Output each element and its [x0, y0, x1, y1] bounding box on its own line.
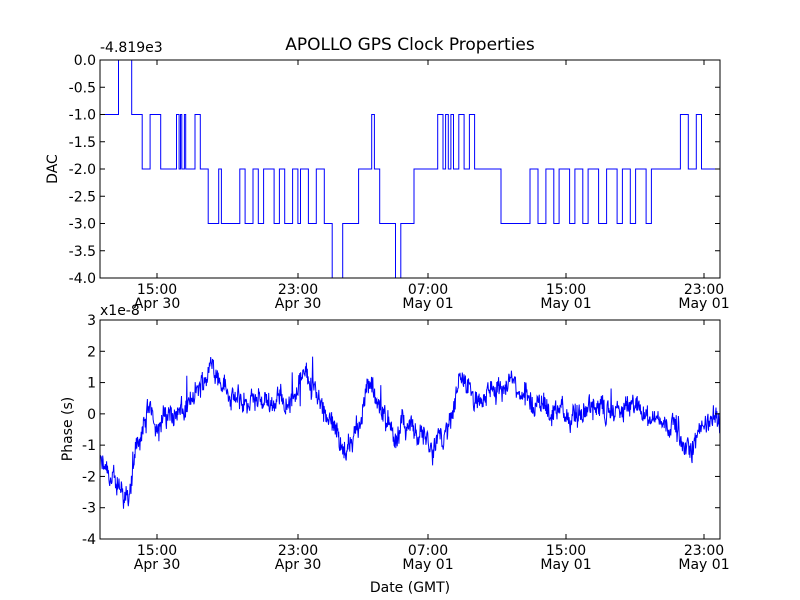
- phase-xtick-time: 15:00: [137, 543, 177, 559]
- dac-xtick-time: 15:00: [546, 282, 586, 298]
- dac-y-ticks: 0.0 -0.5 -1.0 -1.5 -2.0 -2.5 -3.0 -3.5 -4.0: [69, 53, 720, 287]
- dac-ytick-label: -1.0: [69, 108, 96, 124]
- dac-ytick-label: -2.5: [69, 189, 96, 205]
- phase-ytick-label: 3: [87, 313, 96, 329]
- phase-ytick-label: -4: [82, 532, 96, 548]
- dac-line: [100, 59, 720, 279]
- dac-ytick-label: -4.0: [69, 271, 96, 287]
- phase-ytick-label: 0: [87, 407, 96, 423]
- dac-ytick-label: -2.0: [69, 162, 96, 178]
- phase-ytick-label: 1: [87, 376, 96, 392]
- dac-xtick-time: 15:00: [137, 282, 177, 298]
- dac-xtick-time: 23:00: [278, 282, 318, 298]
- dac-xtick-date: May 01: [540, 296, 591, 312]
- phase-xtick-time: 15:00: [546, 543, 586, 559]
- chart-title: APOLLO GPS Clock Properties: [285, 35, 535, 55]
- dac-ytick-label: -3.5: [69, 244, 96, 260]
- phase-xtick-time: 23:00: [278, 543, 318, 559]
- phase-xtick-date: May 01: [402, 557, 453, 573]
- phase-ytick-label: 2: [87, 344, 96, 360]
- phase-ytick-label: -3: [82, 501, 96, 517]
- phase-y-axis-label: Phase (s): [60, 397, 76, 461]
- phase-xtick-date: Apr 30: [134, 557, 180, 573]
- phase-offset-label: x1e-8: [100, 303, 140, 319]
- dac-panel: 0.0 -0.5 -1.0 -1.5 -2.0 -2.5 -3.0 -3.5 -4.0 15:0…: [45, 40, 730, 312]
- phase-ytick-label: -2: [82, 469, 96, 485]
- dac-ytick-label: -0.5: [69, 80, 96, 96]
- dac-xtick-date: May 01: [678, 296, 729, 312]
- phase-plot-frame: [99, 319, 721, 540]
- dac-series-group: [100, 59, 720, 279]
- dac-xtick-time: 23:00: [684, 282, 724, 298]
- dac-ytick-label: -1.5: [69, 135, 96, 151]
- dac-offset-label: -4.819e3: [100, 40, 163, 56]
- dac-xtick-date: Apr 30: [275, 296, 321, 312]
- phase-xtick-time: 07:00: [408, 543, 448, 559]
- dac-xtick-date: Apr 30: [134, 296, 180, 312]
- phase-y-ticks: 3 2 1 0 -1 -2 -3 -4: [82, 313, 720, 548]
- phase-xtick-date: May 01: [540, 557, 591, 573]
- dac-xtick-date: May 01: [402, 296, 453, 312]
- dac-xtick-time: 07:00: [408, 282, 448, 298]
- dac-y-axis-label: DAC: [45, 154, 61, 184]
- phase-line: [99, 356, 721, 509]
- phase-series-group: [99, 356, 721, 509]
- dac-ytick-label: 0.0: [74, 53, 96, 69]
- phase-ytick-label: -1: [82, 438, 96, 454]
- x-axis-label: Date (GMT): [370, 580, 450, 596]
- phase-xtick-time: 23:00: [684, 543, 724, 559]
- phase-xtick-date: Apr 30: [275, 557, 321, 573]
- phase-xtick-date: May 01: [678, 557, 729, 573]
- dac-ytick-label: -3.0: [69, 217, 96, 233]
